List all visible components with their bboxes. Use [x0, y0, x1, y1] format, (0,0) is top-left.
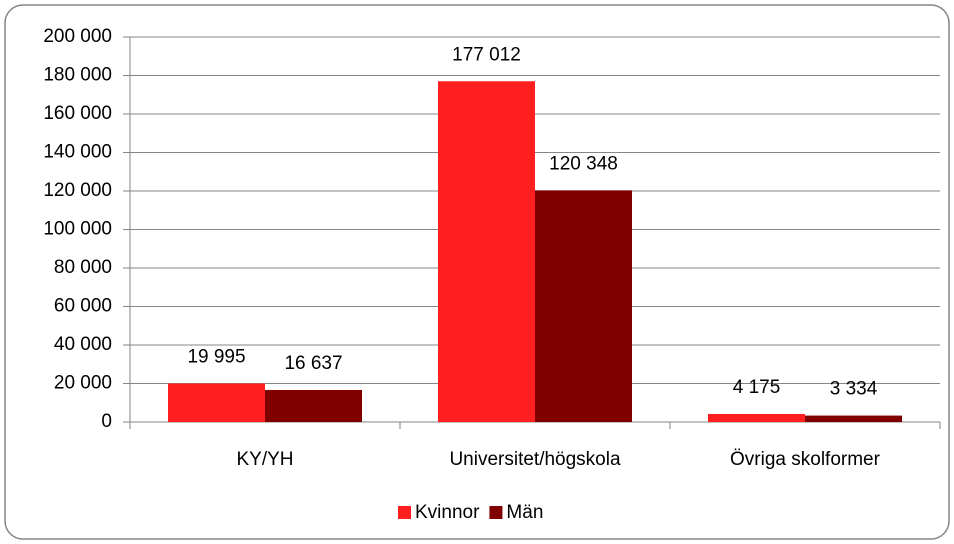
y-tick-label: 180 000 [43, 65, 112, 86]
y-tick-label: 200 000 [43, 26, 112, 47]
data-label: 120 348 [549, 153, 618, 174]
y-tick-label: 140 000 [43, 142, 112, 163]
data-label: 3 334 [830, 379, 878, 400]
y-tick-label: 120 000 [43, 180, 112, 201]
x-tick-label: Övriga skolformer [730, 449, 881, 470]
y-tick-label: 40 000 [54, 334, 112, 355]
bar [168, 383, 265, 422]
y-tick-label: 160 000 [43, 103, 112, 124]
y-tick-label: 80 000 [54, 257, 112, 278]
data-label: 177 012 [452, 44, 521, 65]
data-label: 4 175 [733, 377, 781, 398]
bar [265, 389, 362, 422]
y-tick-label: 0 [101, 411, 112, 432]
bar [438, 81, 535, 423]
y-tick-label: 100 000 [43, 219, 112, 240]
y-tick-label: 20 000 [54, 373, 112, 394]
legend-label: Kvinnor [415, 502, 480, 523]
bar [805, 415, 902, 422]
data-label: 16 637 [284, 353, 342, 374]
bar [708, 413, 805, 422]
legend-swatch [398, 506, 411, 519]
y-tick-label: 60 000 [54, 296, 112, 317]
data-label: 19 995 [187, 347, 245, 368]
x-tick-label: Universitet/högskola [449, 449, 621, 470]
bar [535, 190, 632, 422]
x-tick-label: KY/YH [236, 449, 293, 470]
legend-swatch [489, 506, 503, 519]
legend-label: Män [506, 502, 543, 523]
